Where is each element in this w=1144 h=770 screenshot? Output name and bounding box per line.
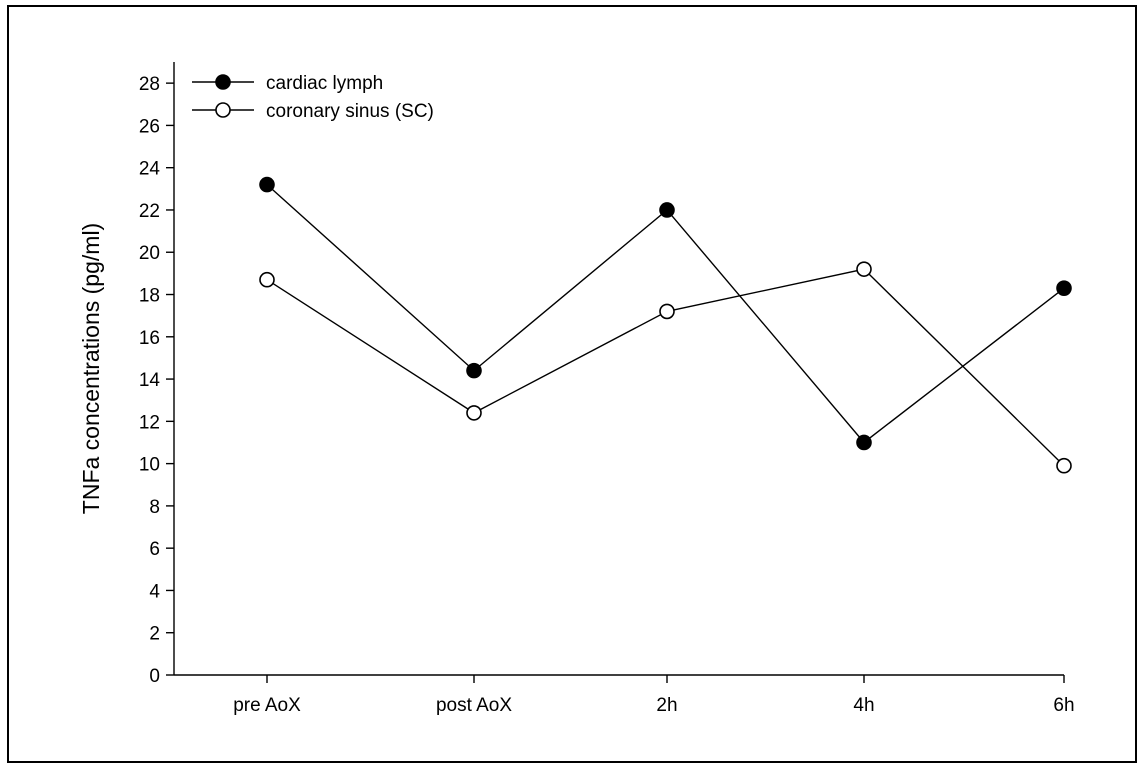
data-point-open bbox=[466, 405, 482, 421]
y-tick-label: 14 bbox=[139, 370, 161, 391]
y-tick-label: 2 bbox=[149, 624, 160, 645]
y-tick-label: 16 bbox=[139, 328, 160, 349]
data-point-filled bbox=[1056, 280, 1072, 296]
data-point-open bbox=[659, 303, 675, 320]
data-point-filled bbox=[856, 434, 872, 451]
data-point-open bbox=[856, 261, 872, 277]
legend-marker-open bbox=[215, 102, 231, 118]
y-tick-label: 22 bbox=[139, 201, 160, 222]
x-tick-label: post AoX bbox=[436, 695, 512, 716]
y-tick-label: 6 bbox=[149, 539, 160, 560]
x-tick-label: 2h bbox=[656, 695, 677, 716]
y-tick-label: 26 bbox=[139, 116, 160, 137]
legend-label: cardiac lymph bbox=[266, 73, 383, 94]
data-point-filled bbox=[659, 202, 675, 218]
x-tick-label: pre AoX bbox=[233, 695, 301, 716]
y-tick-label: 8 bbox=[149, 497, 160, 518]
y-axis-title: TNFa concentrations (pg/ml) bbox=[78, 223, 104, 514]
data-point-filled bbox=[466, 362, 482, 379]
data-point-open bbox=[259, 271, 275, 288]
y-tick-label: 10 bbox=[139, 455, 160, 476]
chart-frame: 0 2 4 6 8 10 12 14 16 18 20 22 24 26 28 pre AoX post AoX… bbox=[7, 5, 1137, 763]
legend-marker-filled bbox=[215, 74, 231, 90]
y-tick-label: 0 bbox=[149, 666, 160, 687]
series-layer bbox=[259, 176, 1072, 474]
x-tick-label: 4h bbox=[853, 695, 874, 716]
y-tick-label: 18 bbox=[139, 286, 160, 307]
y-tick-label: 24 bbox=[139, 159, 161, 180]
y-tick-label: 28 bbox=[139, 74, 160, 95]
series-line-1 bbox=[266, 268, 1065, 467]
data-point-open bbox=[1056, 457, 1072, 474]
y-tick-label: 20 bbox=[139, 243, 160, 264]
legend: cardiac lymph coronary sinus (SC) bbox=[192, 73, 434, 122]
legend-label: coronary sinus (SC) bbox=[266, 101, 434, 122]
data-point-filled bbox=[259, 176, 275, 193]
y-tick-label: 4 bbox=[149, 581, 160, 602]
x-tick-label: 6h bbox=[1053, 695, 1074, 716]
y-tick-label: 12 bbox=[139, 412, 160, 433]
